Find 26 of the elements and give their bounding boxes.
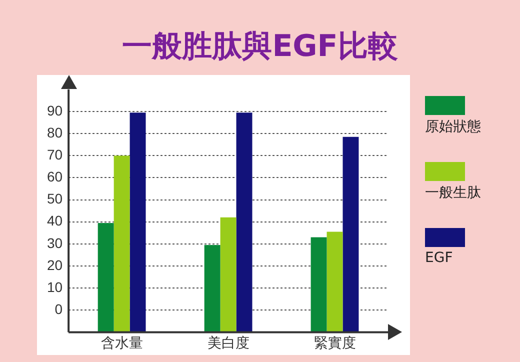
legend-label: 原始狀態 <box>425 118 482 136</box>
y-tick-label: 80 <box>46 124 63 140</box>
y-tick-label: 90 <box>46 102 63 118</box>
legend-label: EGF <box>425 250 454 266</box>
x-tick-label: 美白度 <box>207 334 250 350</box>
bar <box>220 217 236 332</box>
y-tick-label: 0 <box>54 300 63 317</box>
y-tick-label: 30 <box>46 234 63 251</box>
y-tick-label: 20 <box>46 256 63 273</box>
bar <box>326 232 343 332</box>
bar <box>204 245 220 332</box>
y-tick-label: 50 <box>46 190 63 207</box>
bar <box>310 237 327 332</box>
x-tick-label: 含水量 <box>100 334 143 350</box>
chart-title: 一般胜肽與EGF比較 <box>121 28 399 66</box>
y-tick-label: 70 <box>46 146 63 162</box>
bar <box>98 222 114 332</box>
x-tick-label: 緊實度 <box>314 334 356 350</box>
bar <box>236 112 252 332</box>
y-tick-label: 10 <box>46 278 63 295</box>
legend-label: 一般生肽 <box>425 184 482 202</box>
y-tick-label: 60 <box>46 168 63 185</box>
bar <box>114 156 130 332</box>
bar <box>342 136 359 332</box>
bar <box>130 112 146 332</box>
y-tick-label: 40 <box>46 212 63 229</box>
